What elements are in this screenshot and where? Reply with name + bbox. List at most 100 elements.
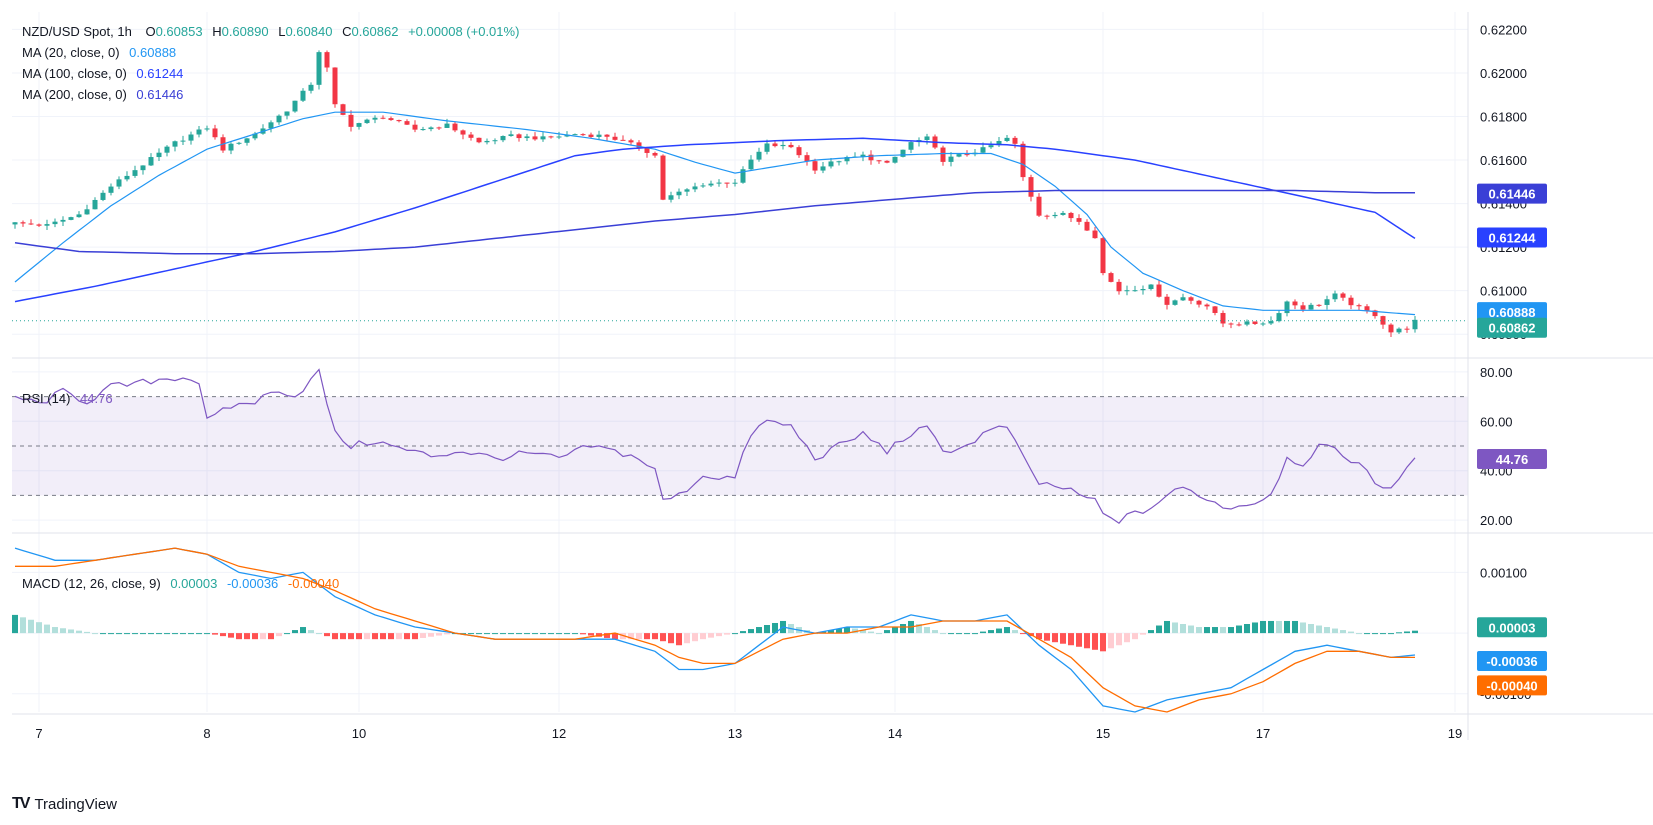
candle-up <box>316 52 322 85</box>
candle-up <box>156 152 162 158</box>
y-axis-labels: 0.622000.620000.618000.616000.614000.612… <box>1480 22 1531 701</box>
candle-up <box>540 136 546 140</box>
hist-badge: 0.00003 <box>1477 617 1547 638</box>
macd-hist-bar <box>420 633 426 638</box>
candle-up <box>180 140 186 142</box>
price-candles <box>12 50 1468 338</box>
macd-hist-bar <box>1140 633 1146 635</box>
macd-hist-bar <box>852 628 858 634</box>
macd-hist-bar <box>1396 632 1402 634</box>
ma20-legend[interactable]: MA (20, close, 0) 0.60888 <box>22 45 176 60</box>
candle-down <box>388 118 394 121</box>
candle-up <box>780 144 786 147</box>
candle-up <box>44 224 50 226</box>
macd-hist-bar <box>308 630 314 634</box>
x-axis-labels: 7 8 10 12 13 14 15 17 19 <box>35 726 1462 741</box>
macd-legend[interactable]: MACD (12, 26, close, 9) 0.00003 -0.00036… <box>22 576 339 591</box>
macd-hist-bar <box>924 627 930 634</box>
candle-down <box>468 134 474 138</box>
macd-hist-bar <box>164 633 170 635</box>
ma100-legend[interactable]: MA (100, close, 0) 0.61244 <box>22 66 183 81</box>
macd-hist-bar <box>1020 633 1026 635</box>
ma100-line <box>14 137 1416 303</box>
tradingview-logo[interactable]: TV TradingView <box>12 795 117 813</box>
candle-up <box>828 161 834 167</box>
time-axis-label: 8 <box>203 726 210 741</box>
macd-hist-bar <box>1236 625 1242 634</box>
macd-hist-bar <box>948 633 954 635</box>
macd-hist-bar <box>716 633 722 637</box>
macd-hist-bar <box>476 633 482 635</box>
rsi-axis-label: 60.00 <box>1480 414 1513 429</box>
candle-up <box>836 161 842 163</box>
macd-hist-bar <box>844 627 850 634</box>
candle-up <box>492 140 498 142</box>
ma200-legend[interactable]: MA (200, close, 0) 0.61446 <box>22 87 183 102</box>
macd-hist-bar <box>380 633 386 640</box>
macd-hist-bar <box>1188 625 1194 634</box>
macd-hist-bar <box>1324 627 1330 634</box>
candle-down <box>812 161 818 171</box>
macd-hist-bar <box>748 629 754 634</box>
macd-hist-bar <box>1372 633 1378 635</box>
macd-hist-bar <box>836 628 842 634</box>
macd-hist-bar <box>1044 633 1050 641</box>
macd-hist-bar <box>1348 631 1354 634</box>
candle-down <box>1212 306 1218 313</box>
macd-hist-bar <box>1132 633 1138 640</box>
macd-hist-bar <box>732 633 738 635</box>
macd-hist-bar <box>692 633 698 642</box>
candle-down <box>1156 284 1162 297</box>
macd-hist-bar <box>532 633 538 635</box>
rsi-band <box>12 396 1468 496</box>
candle-up <box>844 156 850 162</box>
macd-hist-bar <box>1380 633 1386 635</box>
rsi-legend[interactable]: RSI (14) 44.76 <box>22 391 113 406</box>
symbol-label: NZD/USD Spot, 1h <box>22 24 132 39</box>
macd-hist-bar <box>516 633 522 635</box>
macd-hist-bar <box>1308 624 1314 634</box>
ma200-legend-value: 0.61446 <box>136 87 183 102</box>
candle-up <box>1284 301 1290 314</box>
macd-hist-bar <box>1012 630 1018 634</box>
macd-hist-bar <box>412 633 418 640</box>
candle-down <box>940 147 946 162</box>
macd-hist-bar <box>1284 620 1290 634</box>
candle-down <box>1340 293 1346 298</box>
candle-up <box>764 143 770 152</box>
high-value: 0.60890 <box>222 24 269 39</box>
candle-down <box>1108 273 1114 282</box>
price-axis-label: 0.61800 <box>1480 110 1527 125</box>
ma20-badge: 0.60888 <box>1477 302 1547 323</box>
macd-hist-bar <box>996 628 1002 634</box>
macd-hist-bar <box>1092 633 1098 650</box>
candle-up <box>756 151 762 160</box>
candle-up <box>252 133 258 139</box>
macd-hist-bar <box>932 630 938 634</box>
candle-up <box>76 214 82 218</box>
candle-down <box>1028 177 1034 197</box>
macd-hist-bar <box>1156 625 1162 634</box>
candle-down <box>1036 196 1042 216</box>
candle-up <box>52 221 58 225</box>
macd-hist-bar <box>652 633 658 640</box>
candle-down <box>404 121 410 125</box>
macd-hist-bar <box>740 631 746 634</box>
candle-up <box>108 186 114 193</box>
change-value: +0.00008 (+0.01%) <box>408 24 519 39</box>
macd-hist-bar <box>628 633 634 640</box>
time-axis-label: 14 <box>888 726 902 741</box>
macd-hist-bar <box>404 633 410 640</box>
candle-down <box>724 182 730 184</box>
ma20-legend-label: MA (20, close, 0) <box>22 45 120 60</box>
rsi-badge-bg <box>1477 448 1547 469</box>
ma100-badge: 0.61244 <box>1477 227 1547 248</box>
macd-hist-bar <box>444 633 450 635</box>
ma100-badge-text: 0.61244 <box>1489 231 1537 246</box>
ma200-badge-bg <box>1477 183 1547 204</box>
macd-hist-bar <box>556 633 562 635</box>
macd-hist-bar <box>1228 627 1234 634</box>
candle-up <box>372 117 378 120</box>
candle-down <box>628 140 634 143</box>
